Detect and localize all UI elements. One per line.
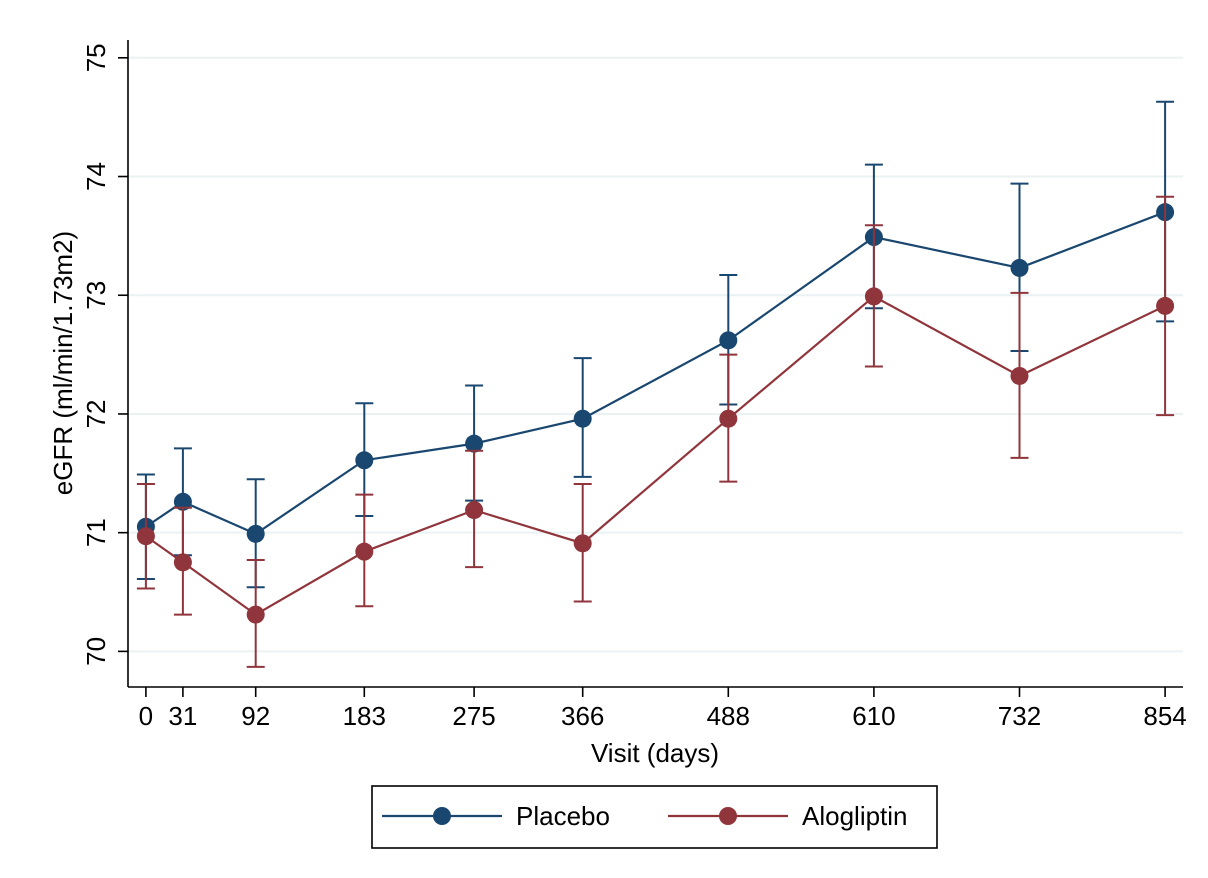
series-line xyxy=(145,295,1166,616)
grid-lines xyxy=(128,56,1183,653)
y-tick-label: 70 xyxy=(81,637,111,666)
x-tick-label: 854 xyxy=(1143,701,1186,731)
data-point xyxy=(1010,258,1029,277)
legend-marker xyxy=(719,807,737,825)
data-point xyxy=(719,331,738,350)
y-tick-label: 74 xyxy=(81,162,111,191)
data-point xyxy=(173,492,192,511)
data-point xyxy=(573,409,592,428)
plot-area xyxy=(136,100,1175,668)
legend-marker xyxy=(433,807,451,825)
legend-item-alogliptin: Alogliptin xyxy=(668,801,908,831)
x-axis-title: Visit (days) xyxy=(591,738,719,768)
data-point xyxy=(246,605,265,624)
data-point xyxy=(136,527,155,546)
data-point xyxy=(1010,366,1029,385)
y-tick-label: 72 xyxy=(81,399,111,428)
data-point xyxy=(1156,296,1175,315)
x-tick-label: 732 xyxy=(998,701,1041,731)
y-axis: 70 71 72 73 74 75 xyxy=(81,40,129,687)
data-point xyxy=(355,542,374,561)
x-tick-label: 610 xyxy=(852,701,895,731)
y-tick-label: 75 xyxy=(81,43,111,72)
legend-label: Placebo xyxy=(516,801,610,831)
x-axis: 0 31 92 183 275 366 488 610 732 854 xyxy=(128,686,1187,731)
series-alogliptin xyxy=(136,195,1175,668)
series-line xyxy=(145,211,1166,536)
x-tick-label: 366 xyxy=(561,701,604,731)
data-point xyxy=(465,434,484,453)
x-tick-label: 0 xyxy=(139,701,153,731)
data-point xyxy=(719,409,738,428)
data-point xyxy=(355,451,374,470)
legend: Placebo Alogliptin xyxy=(371,785,938,849)
y-tick-label: 71 xyxy=(81,518,111,547)
x-tick-label: 92 xyxy=(241,701,270,731)
data-point xyxy=(465,501,484,520)
data-point xyxy=(864,287,883,306)
data-point xyxy=(573,534,592,553)
data-point xyxy=(246,524,265,543)
legend-label: Alogliptin xyxy=(802,801,908,831)
y-tick-label: 73 xyxy=(81,281,111,310)
x-tick-label: 488 xyxy=(707,701,750,731)
y-axis-title: eGFR (ml/min/1.73m2) xyxy=(48,231,78,495)
x-tick-label: 183 xyxy=(343,701,386,731)
legend-item-placebo: Placebo xyxy=(382,801,610,831)
data-point xyxy=(173,553,192,572)
x-tick-label: 31 xyxy=(168,701,197,731)
x-tick-label: 275 xyxy=(452,701,495,731)
